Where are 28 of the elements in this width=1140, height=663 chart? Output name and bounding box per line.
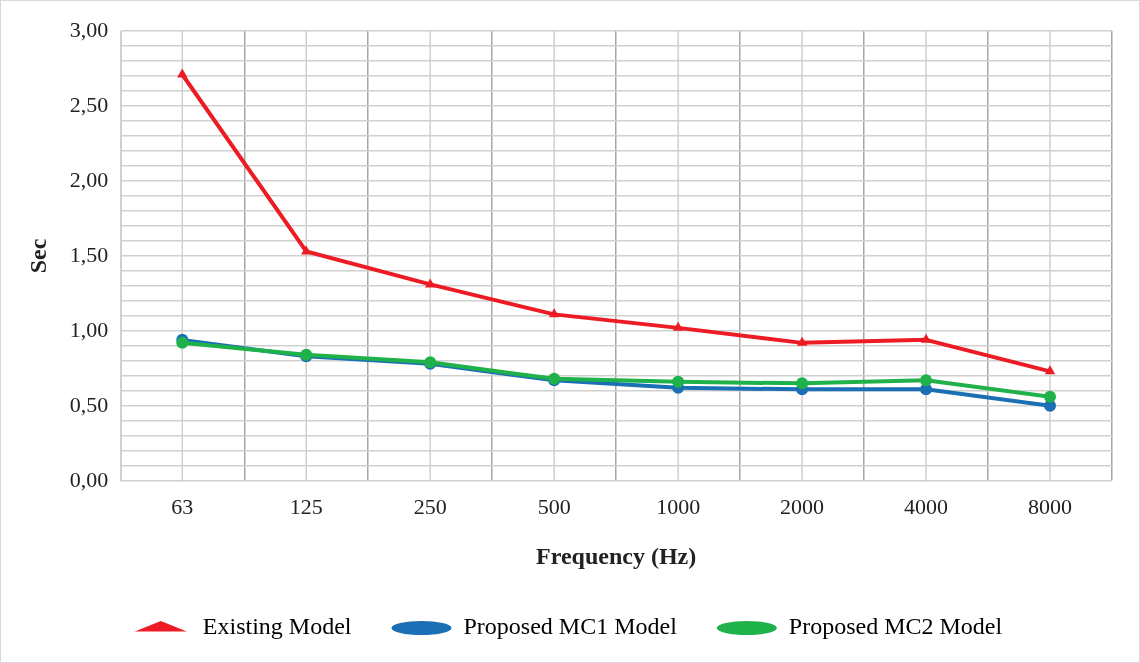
y-tick-label: 0,50 [69,391,109,417]
x-tick-label: 2000 [780,493,825,519]
point [672,375,685,388]
y-axis-title: Sec [24,238,51,274]
x-tick-label: 500 [537,493,571,519]
y-tick-label: 1,00 [69,316,109,342]
point [1044,365,1056,375]
point [920,374,933,387]
y-tick-label: 2,00 [69,166,109,192]
legend-label: Proposed MC2 Model [788,613,1003,640]
x-tick-label: 250 [413,493,447,519]
point [672,321,684,331]
y-tick-label: 0,00 [69,466,109,492]
x-tick-label: 8000 [1028,493,1073,519]
legend-label: Existing Model [202,613,352,640]
x-tick-label: 125 [289,493,323,519]
legend-label: Proposed MC1 Model [463,613,678,640]
y-tick-label: 1,50 [69,241,109,267]
x-tick-label: 4000 [904,493,949,519]
x-tick-label: 63 [171,493,194,519]
point [1044,390,1057,403]
point [548,308,560,318]
x-axis-title: Frequency (Hz) [536,542,697,569]
x-tick-label: 1000 [656,493,701,519]
point [796,336,808,346]
y-tick-label: 3,00 [69,16,109,42]
y-tick-label: 2,50 [69,91,109,117]
point [796,377,809,390]
